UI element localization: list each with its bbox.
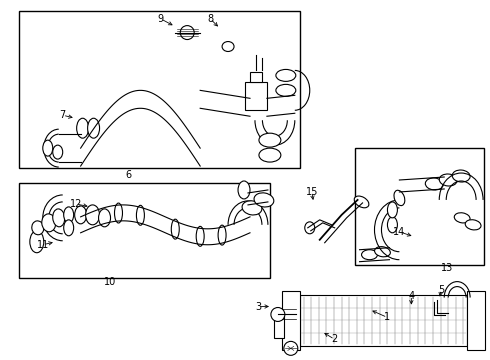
- Text: 1: 1: [384, 312, 391, 323]
- Text: 14: 14: [393, 227, 406, 237]
- Ellipse shape: [196, 226, 204, 246]
- Ellipse shape: [64, 207, 74, 223]
- Ellipse shape: [136, 205, 145, 225]
- Ellipse shape: [43, 140, 53, 156]
- Bar: [355, 148, 484, 265]
- Text: 8: 8: [207, 14, 213, 24]
- Bar: [274, 316, 284, 338]
- Ellipse shape: [271, 307, 285, 321]
- Ellipse shape: [305, 222, 315, 234]
- Text: 10: 10: [104, 276, 117, 287]
- Ellipse shape: [218, 225, 226, 245]
- Ellipse shape: [53, 145, 63, 159]
- Bar: [300, 294, 467, 346]
- Text: 5: 5: [438, 284, 444, 294]
- Bar: [282, 291, 300, 350]
- Text: 13: 13: [441, 263, 453, 273]
- Ellipse shape: [42, 214, 56, 232]
- Text: 7: 7: [60, 110, 66, 120]
- Ellipse shape: [32, 221, 44, 235]
- Ellipse shape: [98, 209, 111, 227]
- Text: 2: 2: [332, 334, 338, 345]
- Ellipse shape: [394, 190, 405, 206]
- Ellipse shape: [388, 202, 397, 218]
- Ellipse shape: [276, 69, 296, 81]
- Bar: [19, 11, 300, 168]
- Ellipse shape: [374, 247, 391, 257]
- Text: 9: 9: [157, 14, 163, 24]
- Text: 15: 15: [306, 187, 318, 197]
- Bar: [19, 183, 270, 278]
- Ellipse shape: [180, 26, 194, 40]
- Ellipse shape: [354, 196, 369, 208]
- Ellipse shape: [276, 84, 296, 96]
- Ellipse shape: [86, 205, 99, 225]
- Ellipse shape: [242, 201, 262, 215]
- Ellipse shape: [88, 118, 99, 138]
- Text: 6: 6: [125, 170, 131, 180]
- Ellipse shape: [30, 231, 44, 253]
- Text: 3: 3: [255, 302, 261, 311]
- Ellipse shape: [259, 133, 281, 147]
- Bar: [245, 82, 267, 110]
- Bar: [467, 291, 485, 350]
- Ellipse shape: [362, 250, 377, 260]
- Ellipse shape: [254, 193, 274, 207]
- Ellipse shape: [284, 341, 298, 355]
- Ellipse shape: [439, 174, 457, 186]
- Ellipse shape: [465, 220, 481, 230]
- Ellipse shape: [454, 213, 470, 223]
- Text: 11: 11: [37, 240, 49, 250]
- Ellipse shape: [115, 203, 122, 223]
- Text: 12: 12: [70, 199, 82, 209]
- Ellipse shape: [64, 220, 74, 236]
- Ellipse shape: [259, 148, 281, 162]
- Text: 4: 4: [408, 291, 415, 301]
- Ellipse shape: [172, 219, 179, 239]
- Ellipse shape: [238, 181, 250, 199]
- Ellipse shape: [76, 118, 89, 138]
- Ellipse shape: [452, 170, 470, 182]
- Ellipse shape: [53, 209, 65, 227]
- Ellipse shape: [425, 178, 443, 190]
- Bar: [250, 72, 262, 82]
- Ellipse shape: [222, 41, 234, 51]
- Ellipse shape: [74, 206, 87, 224]
- Ellipse shape: [388, 217, 397, 233]
